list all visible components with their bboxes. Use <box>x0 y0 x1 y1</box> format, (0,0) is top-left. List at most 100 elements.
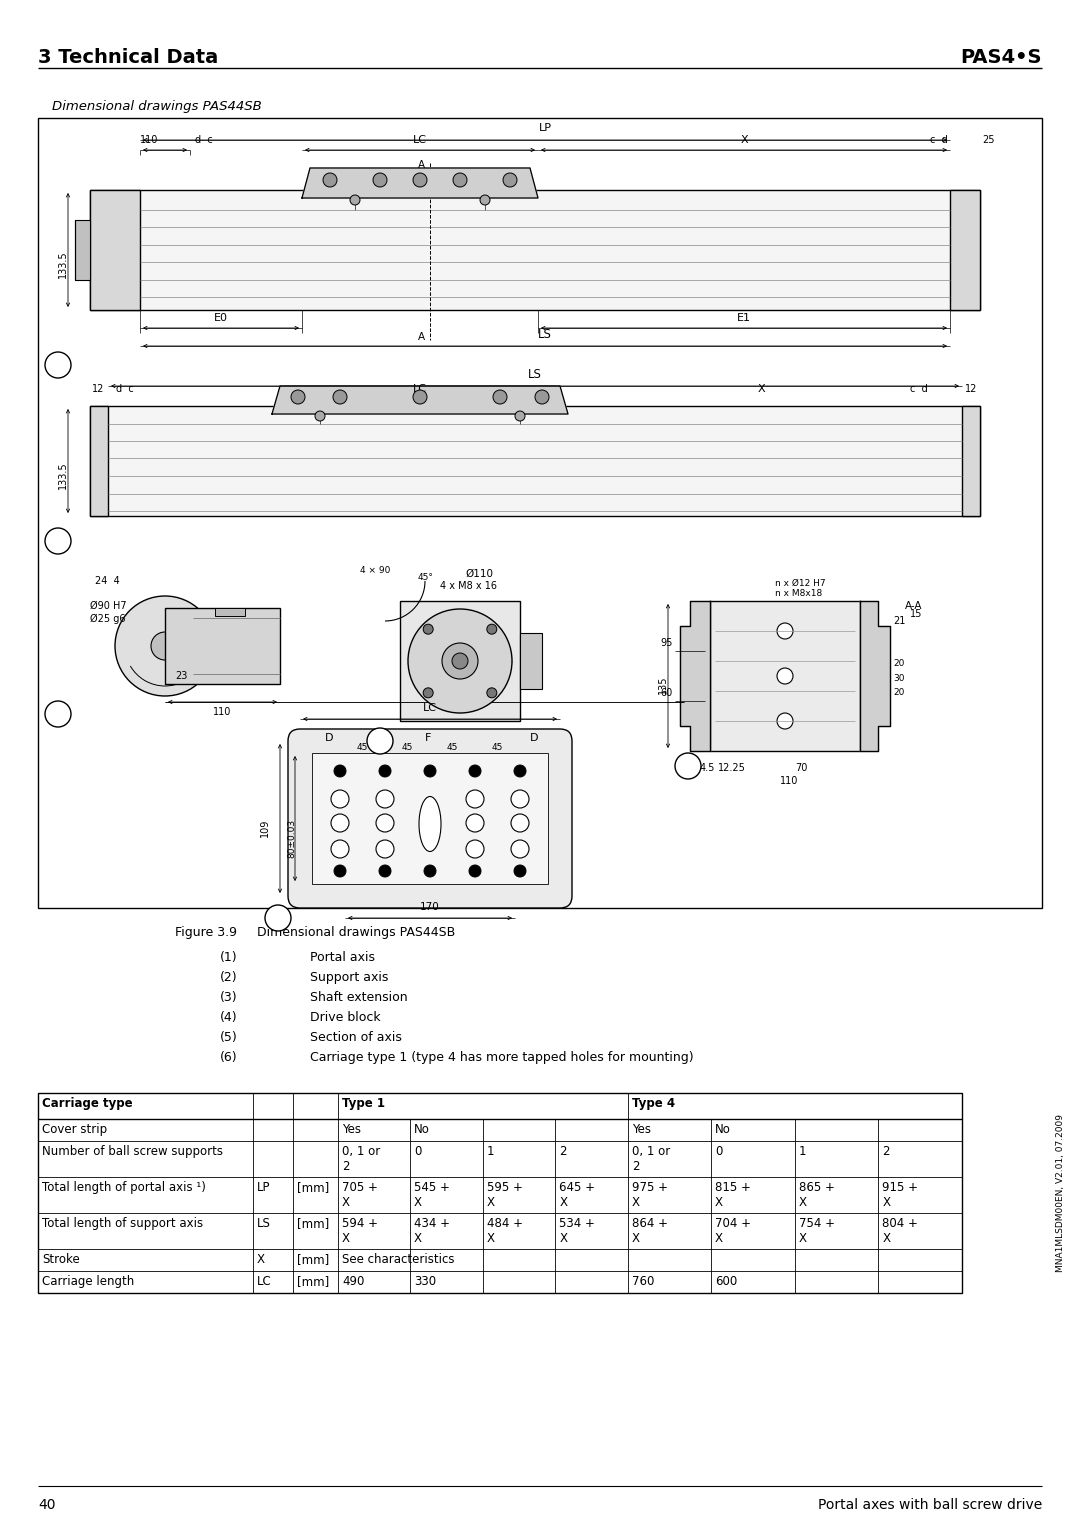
Text: D: D <box>325 733 334 743</box>
Text: E0: E0 <box>214 313 228 322</box>
Text: 1: 1 <box>487 1144 495 1158</box>
Circle shape <box>367 727 393 753</box>
Text: 490: 490 <box>342 1274 364 1288</box>
Circle shape <box>45 351 71 377</box>
Circle shape <box>413 173 427 186</box>
Text: 804 +
X: 804 + X <box>882 1216 918 1245</box>
Text: d  c: d c <box>116 384 134 394</box>
Text: 170: 170 <box>420 902 440 912</box>
Text: 4: 4 <box>376 735 383 747</box>
Text: 45: 45 <box>402 743 413 752</box>
Bar <box>75 220 90 280</box>
Circle shape <box>469 766 481 778</box>
Circle shape <box>465 814 484 833</box>
Text: X: X <box>757 384 765 394</box>
Text: 975 +
X: 975 + X <box>632 1181 669 1209</box>
Text: Total length of portal axis ¹): Total length of portal axis ¹) <box>42 1181 206 1193</box>
Text: Section of axis: Section of axis <box>310 1031 402 1044</box>
Text: 0: 0 <box>715 1144 723 1158</box>
Bar <box>962 406 980 516</box>
Text: 645 +
X: 645 + X <box>559 1181 595 1209</box>
Text: Carriage type: Carriage type <box>42 1097 133 1109</box>
Text: d  c: d c <box>195 134 213 145</box>
Text: (1): (1) <box>220 950 238 964</box>
Text: (5): (5) <box>220 1031 238 1044</box>
Text: LS: LS <box>257 1216 271 1230</box>
Text: 484 +
X: 484 + X <box>487 1216 523 1245</box>
Text: LC: LC <box>257 1274 272 1288</box>
Text: c  d: c d <box>910 384 928 394</box>
Text: LP: LP <box>539 122 552 133</box>
Circle shape <box>515 411 525 422</box>
Bar <box>90 189 980 310</box>
Text: 21: 21 <box>893 616 905 626</box>
Text: 915 +
X: 915 + X <box>882 1181 918 1209</box>
Bar <box>710 601 860 750</box>
Text: See characteristics: See characteristics <box>342 1253 455 1267</box>
Text: 45°: 45° <box>418 573 434 582</box>
Text: [mm]: [mm] <box>297 1181 329 1193</box>
Circle shape <box>514 865 526 877</box>
Circle shape <box>511 840 529 859</box>
Bar <box>90 406 108 516</box>
Circle shape <box>333 390 347 403</box>
Text: D: D <box>530 733 539 743</box>
Circle shape <box>114 596 215 695</box>
Circle shape <box>503 173 517 186</box>
Text: 135: 135 <box>658 675 669 695</box>
Circle shape <box>323 173 337 186</box>
Text: LC: LC <box>413 384 427 394</box>
Text: A-A: A-A <box>905 601 922 611</box>
Text: No: No <box>414 1123 430 1135</box>
Circle shape <box>777 623 793 639</box>
Text: Cover strip: Cover strip <box>42 1123 107 1135</box>
Bar <box>950 189 980 310</box>
Text: (4): (4) <box>220 1012 238 1024</box>
Text: 45: 45 <box>356 743 367 752</box>
Text: 1: 1 <box>799 1144 806 1158</box>
Text: 20: 20 <box>893 659 904 668</box>
Circle shape <box>376 814 394 833</box>
Text: 110: 110 <box>213 707 231 717</box>
Circle shape <box>379 865 391 877</box>
Text: Yes: Yes <box>342 1123 361 1135</box>
Text: Carriage type 1 (type 4 has more tapped holes for mounting): Carriage type 1 (type 4 has more tapped … <box>310 1051 693 1063</box>
Text: 45: 45 <box>446 743 458 752</box>
Text: 534 +
X: 534 + X <box>559 1216 595 1245</box>
Polygon shape <box>272 387 568 414</box>
Circle shape <box>408 610 512 714</box>
Circle shape <box>453 652 468 669</box>
Text: 760: 760 <box>632 1274 654 1288</box>
Text: (2): (2) <box>220 970 238 984</box>
Bar <box>165 608 280 685</box>
Circle shape <box>334 865 346 877</box>
Text: 24  4: 24 4 <box>95 576 120 587</box>
Circle shape <box>511 790 529 808</box>
Text: Total length of support axis: Total length of support axis <box>42 1216 203 1230</box>
Polygon shape <box>302 168 538 199</box>
Text: [mm]: [mm] <box>297 1274 329 1288</box>
Circle shape <box>376 840 394 859</box>
Text: 594 +
X: 594 + X <box>342 1216 378 1245</box>
Circle shape <box>291 390 305 403</box>
Text: 95: 95 <box>661 639 673 648</box>
Circle shape <box>535 390 549 403</box>
Text: 45: 45 <box>491 743 502 752</box>
Circle shape <box>469 865 481 877</box>
Circle shape <box>373 173 387 186</box>
Text: 4 x M8 x 16: 4 x M8 x 16 <box>440 581 497 591</box>
Text: 12: 12 <box>966 384 977 394</box>
Circle shape <box>334 766 346 778</box>
Text: 109: 109 <box>260 819 270 837</box>
Circle shape <box>424 766 436 778</box>
Text: 2: 2 <box>54 535 62 547</box>
Text: 20: 20 <box>893 688 904 697</box>
Text: No: No <box>715 1123 731 1135</box>
Circle shape <box>423 688 433 698</box>
Circle shape <box>151 633 179 660</box>
Text: F: F <box>426 733 431 743</box>
Text: 15: 15 <box>910 610 922 619</box>
Circle shape <box>330 790 349 808</box>
Bar <box>519 633 542 689</box>
Circle shape <box>265 905 291 931</box>
